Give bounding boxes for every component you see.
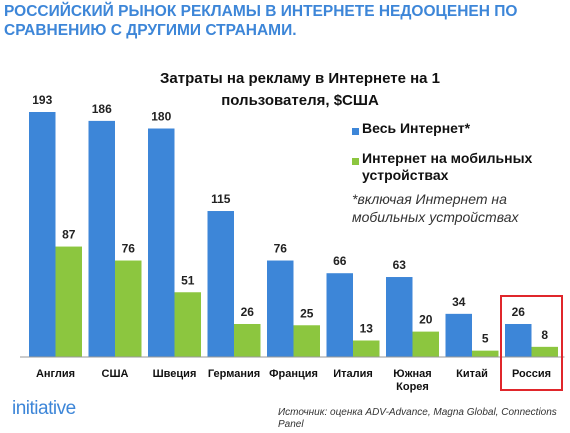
data-label: 180 <box>151 110 171 124</box>
x-tick-label: Германия <box>207 368 261 380</box>
x-tick-label: Италия <box>333 368 373 380</box>
bar <box>234 323 261 357</box>
bar <box>353 340 380 357</box>
x-tick-label: Швеция <box>152 368 197 380</box>
data-label: 51 <box>181 273 195 287</box>
data-label: 8 <box>541 328 548 342</box>
bar <box>445 313 472 357</box>
bar <box>267 260 294 357</box>
data-label: 115 <box>211 192 231 206</box>
bar <box>174 292 201 357</box>
source: Источник: оценка ADV-Advance, Magna Glob… <box>278 407 557 430</box>
bar <box>293 325 320 357</box>
bar <box>412 331 439 357</box>
data-label: 186 <box>92 102 112 116</box>
x-tick-label: США <box>101 368 129 380</box>
data-label: 13 <box>360 321 374 335</box>
bar <box>531 346 558 357</box>
data-label: 87 <box>62 228 76 242</box>
data-label: 76 <box>122 242 136 256</box>
bar <box>148 128 175 357</box>
bar <box>115 260 142 357</box>
legend-swatch <box>352 158 359 165</box>
data-label: 76 <box>274 242 288 256</box>
data-label: 66 <box>333 254 347 268</box>
bar <box>326 273 353 357</box>
bar <box>505 323 532 357</box>
data-label: 25 <box>300 306 314 320</box>
bar <box>386 277 413 357</box>
note: *включая Интернет на мобильных устройств… <box>352 191 519 225</box>
bar <box>29 112 56 357</box>
x-tick-label: Россия <box>511 368 552 380</box>
bar <box>88 120 115 357</box>
legend-swatch <box>352 128 359 135</box>
bar <box>207 211 234 357</box>
highlight-box <box>500 295 563 391</box>
data-label: 34 <box>452 295 466 309</box>
data-label: 26 <box>512 305 526 319</box>
legend-label: Весь Интернет* <box>362 120 471 136</box>
x-tick-label: Южная Корея <box>393 368 432 393</box>
data-label: 20 <box>419 313 433 327</box>
bar <box>55 246 82 357</box>
data-label: 5 <box>482 332 489 346</box>
data-label: 193 <box>32 93 52 107</box>
logo: initiative <box>12 398 76 419</box>
slide-title: РОССИЙСКИЙ РЫНОК РЕКЛАМЫ В ИНТЕРНЕТЕ НЕД… <box>4 3 518 39</box>
x-tick-label: Франция <box>269 368 318 380</box>
x-tick-label: Англия <box>35 368 76 380</box>
data-label: 63 <box>393 258 407 272</box>
legend-label: Интернет на мобильных устройствах <box>362 150 533 183</box>
x-tick-label: Китай <box>456 368 488 380</box>
data-label: 26 <box>241 305 255 319</box>
chart-title: Затраты на рекламу в Интернете на 1 поль… <box>159 70 440 109</box>
bar <box>472 350 499 357</box>
